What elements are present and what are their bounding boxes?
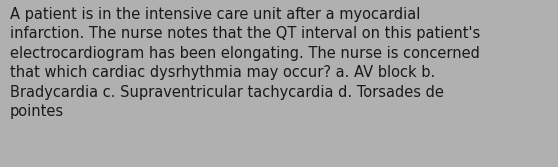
- Text: A patient is in the intensive care unit after a myocardial
infarction. The nurse: A patient is in the intensive care unit …: [10, 7, 480, 119]
